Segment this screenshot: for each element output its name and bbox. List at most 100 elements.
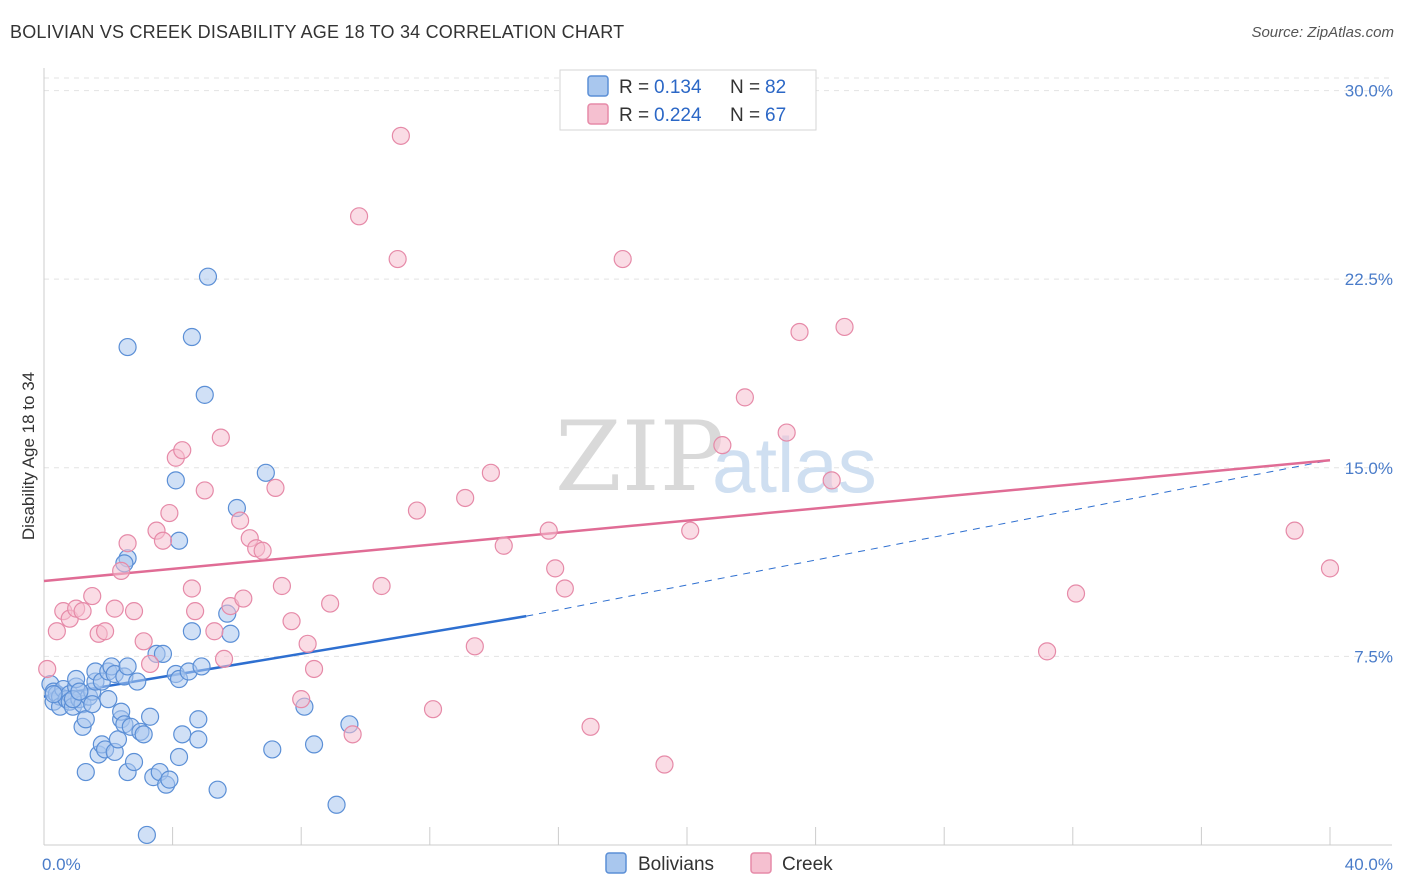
point-creek: [73, 602, 92, 621]
point-creek: [372, 576, 391, 596]
point-creek: [655, 755, 674, 774]
point-bolivians: [263, 740, 282, 759]
point-bolivians: [169, 747, 189, 767]
point-bolivians: [327, 795, 346, 814]
point-creek: [388, 249, 407, 269]
point-creek: [456, 488, 475, 508]
point-creek: [304, 659, 324, 679]
point-bolivians: [198, 267, 218, 286]
point-creek: [105, 599, 124, 618]
point-creek: [134, 632, 153, 651]
x-tick-label-min: 0.0%: [42, 855, 81, 874]
point-bolivians: [118, 657, 137, 676]
grid-lines: [44, 77, 1392, 657]
point-bolivians: [195, 385, 214, 404]
point-bolivians: [189, 710, 208, 729]
point-bolivians: [182, 327, 201, 347]
point-creek: [349, 207, 369, 226]
point-bolivians: [208, 780, 227, 799]
point-creek: [38, 659, 57, 679]
point-creek: [292, 690, 311, 709]
point-creek: [481, 463, 500, 482]
point-creek: [735, 388, 754, 407]
point-bolivians: [128, 672, 147, 691]
point-bolivians: [169, 531, 189, 550]
point-creek: [112, 561, 131, 580]
axes: [43, 68, 1392, 846]
legend-n-label-creek: N =: [730, 105, 760, 126]
point-creek: [777, 423, 796, 442]
legend-n-label-bolivians: N =: [730, 77, 760, 98]
point-bolivians: [70, 682, 89, 701]
y-tick-label: 15.0%: [1345, 459, 1393, 478]
chart-title: BOLIVIAN VS CREEK DISABILITY AGE 18 TO 3…: [10, 22, 625, 42]
y-tick-label: 7.5%: [1354, 647, 1393, 666]
y-tick-label: 30.0%: [1345, 82, 1393, 101]
point-bolivians: [256, 463, 275, 482]
watermark-zip: ZIP: [555, 401, 724, 513]
point-creek: [160, 503, 179, 523]
point-creek: [321, 594, 340, 613]
point-bolivians: [118, 337, 137, 357]
y-tick-labels: 7.5% 15.0% 22.5% 30.0%: [1345, 82, 1393, 667]
point-bolivians: [153, 644, 173, 663]
point-bolivians: [124, 752, 144, 772]
point-creek: [790, 322, 809, 342]
point-creek: [173, 441, 192, 460]
point-creek: [581, 717, 600, 736]
point-creek: [83, 586, 102, 606]
point-creek: [282, 612, 301, 631]
x-tick-labels: 0.0% 40.0%: [42, 855, 1393, 874]
point-creek: [47, 622, 66, 641]
point-creek: [182, 579, 201, 598]
point-creek: [298, 634, 317, 653]
y-axis-label: Disability Age 18 to 34: [19, 372, 38, 540]
bottom-legend: Bolivians Creek: [605, 852, 833, 875]
point-creek: [407, 501, 427, 520]
point-creek: [118, 534, 137, 553]
series-creek-points: [38, 126, 1340, 774]
bottom-legend-creek: Creek: [782, 854, 833, 875]
point-creek: [95, 622, 115, 641]
point-creek: [555, 579, 574, 598]
point-creek: [140, 654, 160, 674]
point-bolivians: [134, 725, 153, 744]
legend-n-value-bolivians: 82: [765, 77, 786, 98]
legend-swatch-bolivians: [587, 75, 609, 97]
point-creek: [1037, 642, 1057, 661]
point-creek: [423, 700, 443, 719]
trend-line-bolivians-extrapolated: [526, 459, 1331, 617]
point-bolivians: [140, 707, 160, 726]
legend-n-value-creek: 67: [765, 105, 786, 126]
chart-source: Source: ZipAtlas.com: [1251, 24, 1394, 41]
point-creek: [234, 589, 253, 608]
point-creek: [1285, 521, 1304, 540]
point-creek: [214, 649, 234, 669]
bottom-legend-bolivians: Bolivians: [638, 854, 714, 875]
point-creek: [124, 602, 144, 621]
point-creek: [494, 536, 513, 555]
trend-line-creek: [43, 458, 1331, 583]
point-bolivians: [182, 622, 201, 641]
point-creek: [205, 622, 224, 641]
point-creek: [613, 249, 632, 269]
legend-box: R = 0.134 N = 82 R = 0.224 N = 67: [559, 69, 817, 131]
point-creek: [186, 602, 205, 621]
watermark: ZIP atlas: [555, 401, 877, 513]
point-bolivians: [76, 762, 95, 782]
point-creek: [1320, 559, 1340, 578]
x-tick-label-max: 40.0%: [1345, 855, 1393, 874]
point-bolivians: [108, 730, 128, 749]
point-bolivians: [221, 624, 240, 643]
point-creek: [713, 436, 732, 455]
legend-r-label-creek: R =: [619, 105, 649, 126]
point-creek: [272, 576, 292, 596]
point-bolivians: [99, 690, 118, 709]
point-creek: [391, 126, 410, 145]
point-bolivians: [189, 730, 208, 749]
point-bolivians: [137, 825, 156, 845]
point-creek: [195, 481, 214, 500]
point-bolivians: [44, 685, 63, 704]
bottom-legend-swatch-creek: [750, 852, 772, 874]
point-creek: [539, 521, 558, 540]
